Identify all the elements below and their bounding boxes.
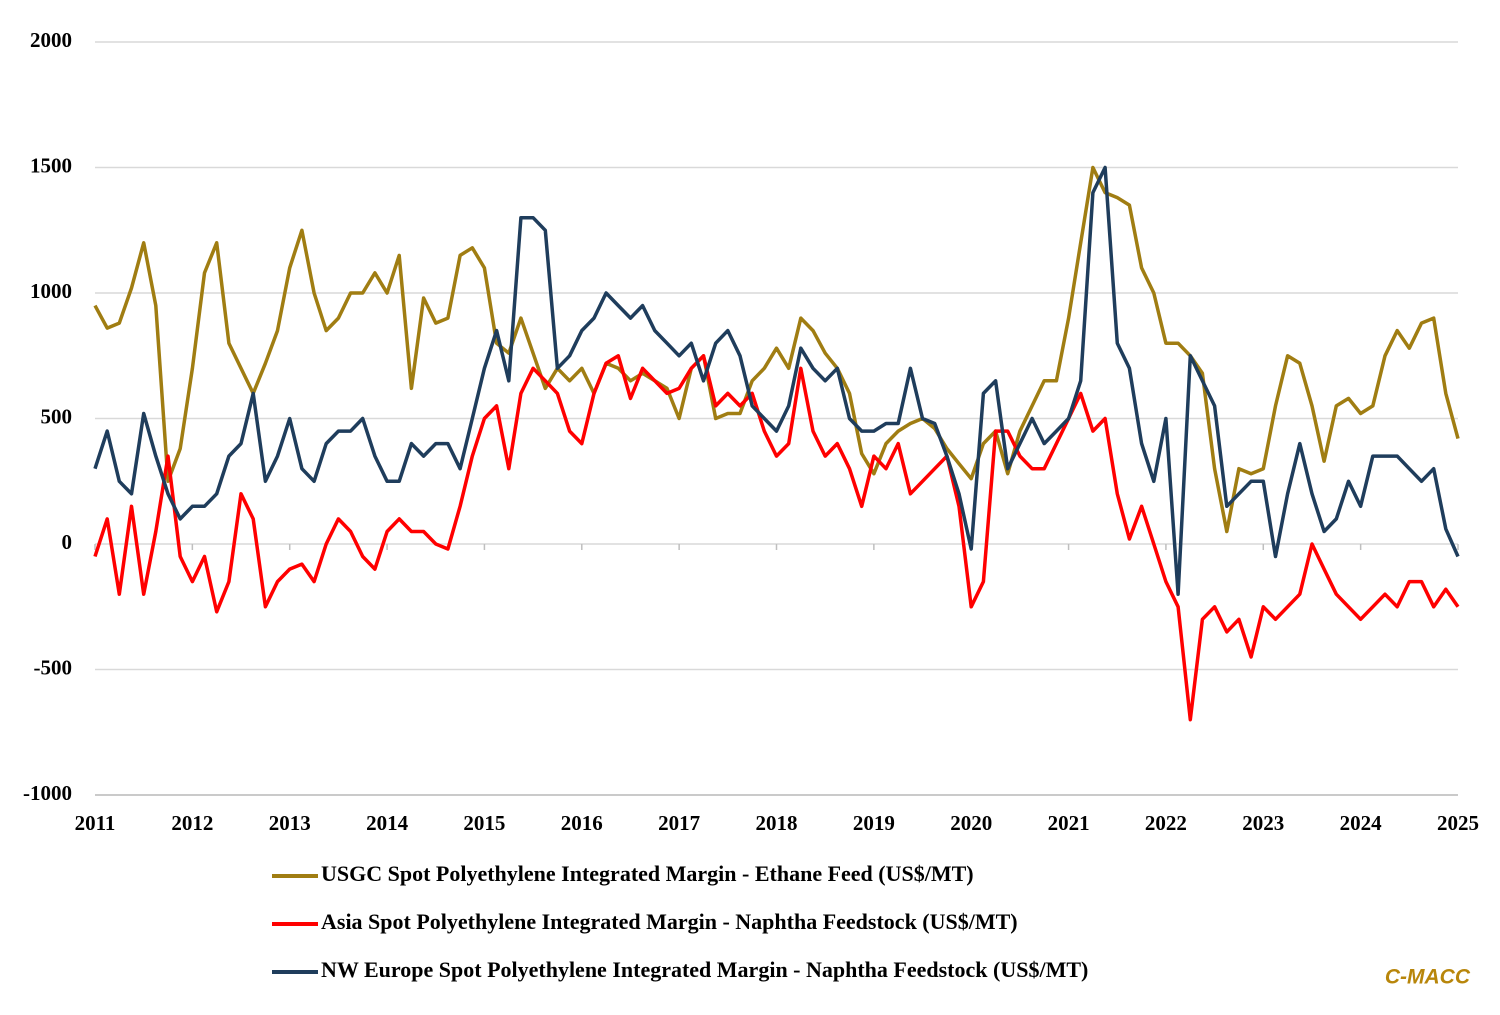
x-tick-label: 2011: [75, 811, 116, 835]
x-tick-label: 2017: [658, 811, 700, 835]
legend-label: Asia Spot Polyethylene Integrated Margin…: [321, 909, 1018, 934]
y-tick-label: -1000: [23, 781, 72, 805]
x-tick-label: 2012: [171, 811, 213, 835]
source-note: C-MACC: [1385, 966, 1471, 989]
x-tick-label: 2015: [463, 811, 505, 835]
y-tick-label: 500: [41, 404, 73, 428]
x-tick-label: 2020: [950, 811, 992, 835]
x-tick-label: 2022: [1145, 811, 1187, 835]
x-tick-label: 2021: [1048, 811, 1090, 835]
x-tick-label: 2023: [1242, 811, 1284, 835]
series-line: [93, 165, 1460, 534]
y-tick-label: -500: [34, 655, 73, 679]
x-tick-label: 2019: [853, 811, 895, 835]
legend-label: USGC Spot Polyethylene Integrated Margin…: [321, 861, 974, 886]
x-tick-label: 2024: [1340, 811, 1383, 835]
series-line: [93, 354, 1460, 722]
x-tick-label: 2018: [756, 811, 798, 835]
x-tick-label: 2025: [1437, 811, 1479, 835]
legend-label: NW Europe Spot Polyethylene Integrated M…: [321, 957, 1088, 982]
x-tick-label: 2016: [561, 811, 603, 835]
y-tick-label: 1000: [30, 279, 72, 303]
x-tick-label: 2014: [366, 811, 409, 835]
series-line: [93, 165, 1460, 596]
y-tick-label: 2000: [30, 28, 72, 52]
y-tick-label: 0: [62, 530, 73, 554]
x-tick-label: 2013: [269, 811, 311, 835]
y-tick-label: 1500: [30, 153, 72, 177]
